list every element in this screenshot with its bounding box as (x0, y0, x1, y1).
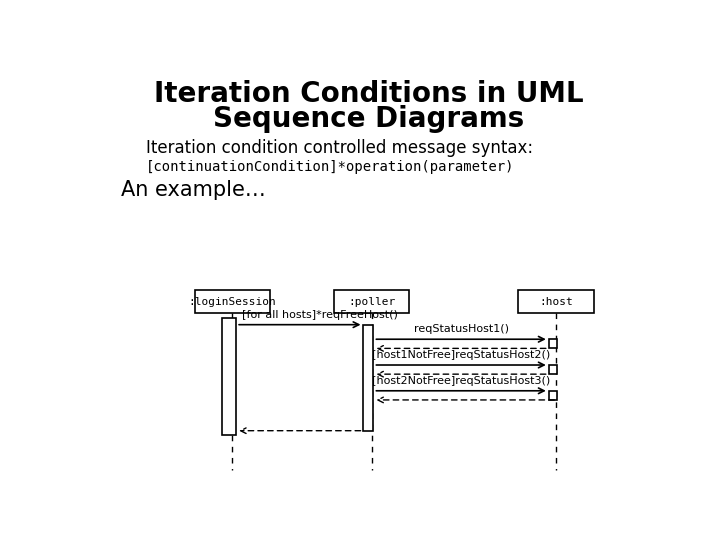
Bar (549, 365, 557, 374)
Bar (222, 319, 236, 435)
Bar (549, 391, 557, 400)
Text: :loginSession: :loginSession (189, 297, 276, 307)
Text: :host: :host (539, 297, 573, 307)
Text: Iteration condition controlled message syntax:: Iteration condition controlled message s… (145, 139, 533, 157)
Text: [for all hosts]*reqFreeHost(): [for all hosts]*reqFreeHost() (242, 309, 397, 320)
Text: An example…: An example… (121, 179, 266, 200)
Text: [host1NotFree]reqStatusHost2(): [host1NotFree]reqStatusHost2() (372, 350, 550, 360)
Bar (518, 291, 593, 313)
Text: reqStatusHost1(): reqStatusHost1() (413, 324, 508, 334)
Bar (334, 291, 410, 313)
Text: Sequence Diagrams: Sequence Diagrams (213, 105, 525, 133)
Text: :poller: :poller (348, 297, 395, 307)
Text: [continuationCondition]*operation(parameter): [continuationCondition]*operation(parame… (145, 160, 514, 174)
Text: Iteration Conditions in UML: Iteration Conditions in UML (154, 80, 584, 108)
Text: [host2NotFree]reqStatusHost3(): [host2NotFree]reqStatusHost3() (372, 376, 550, 386)
Bar (194, 291, 270, 313)
Bar (549, 339, 557, 348)
Bar (364, 325, 374, 431)
